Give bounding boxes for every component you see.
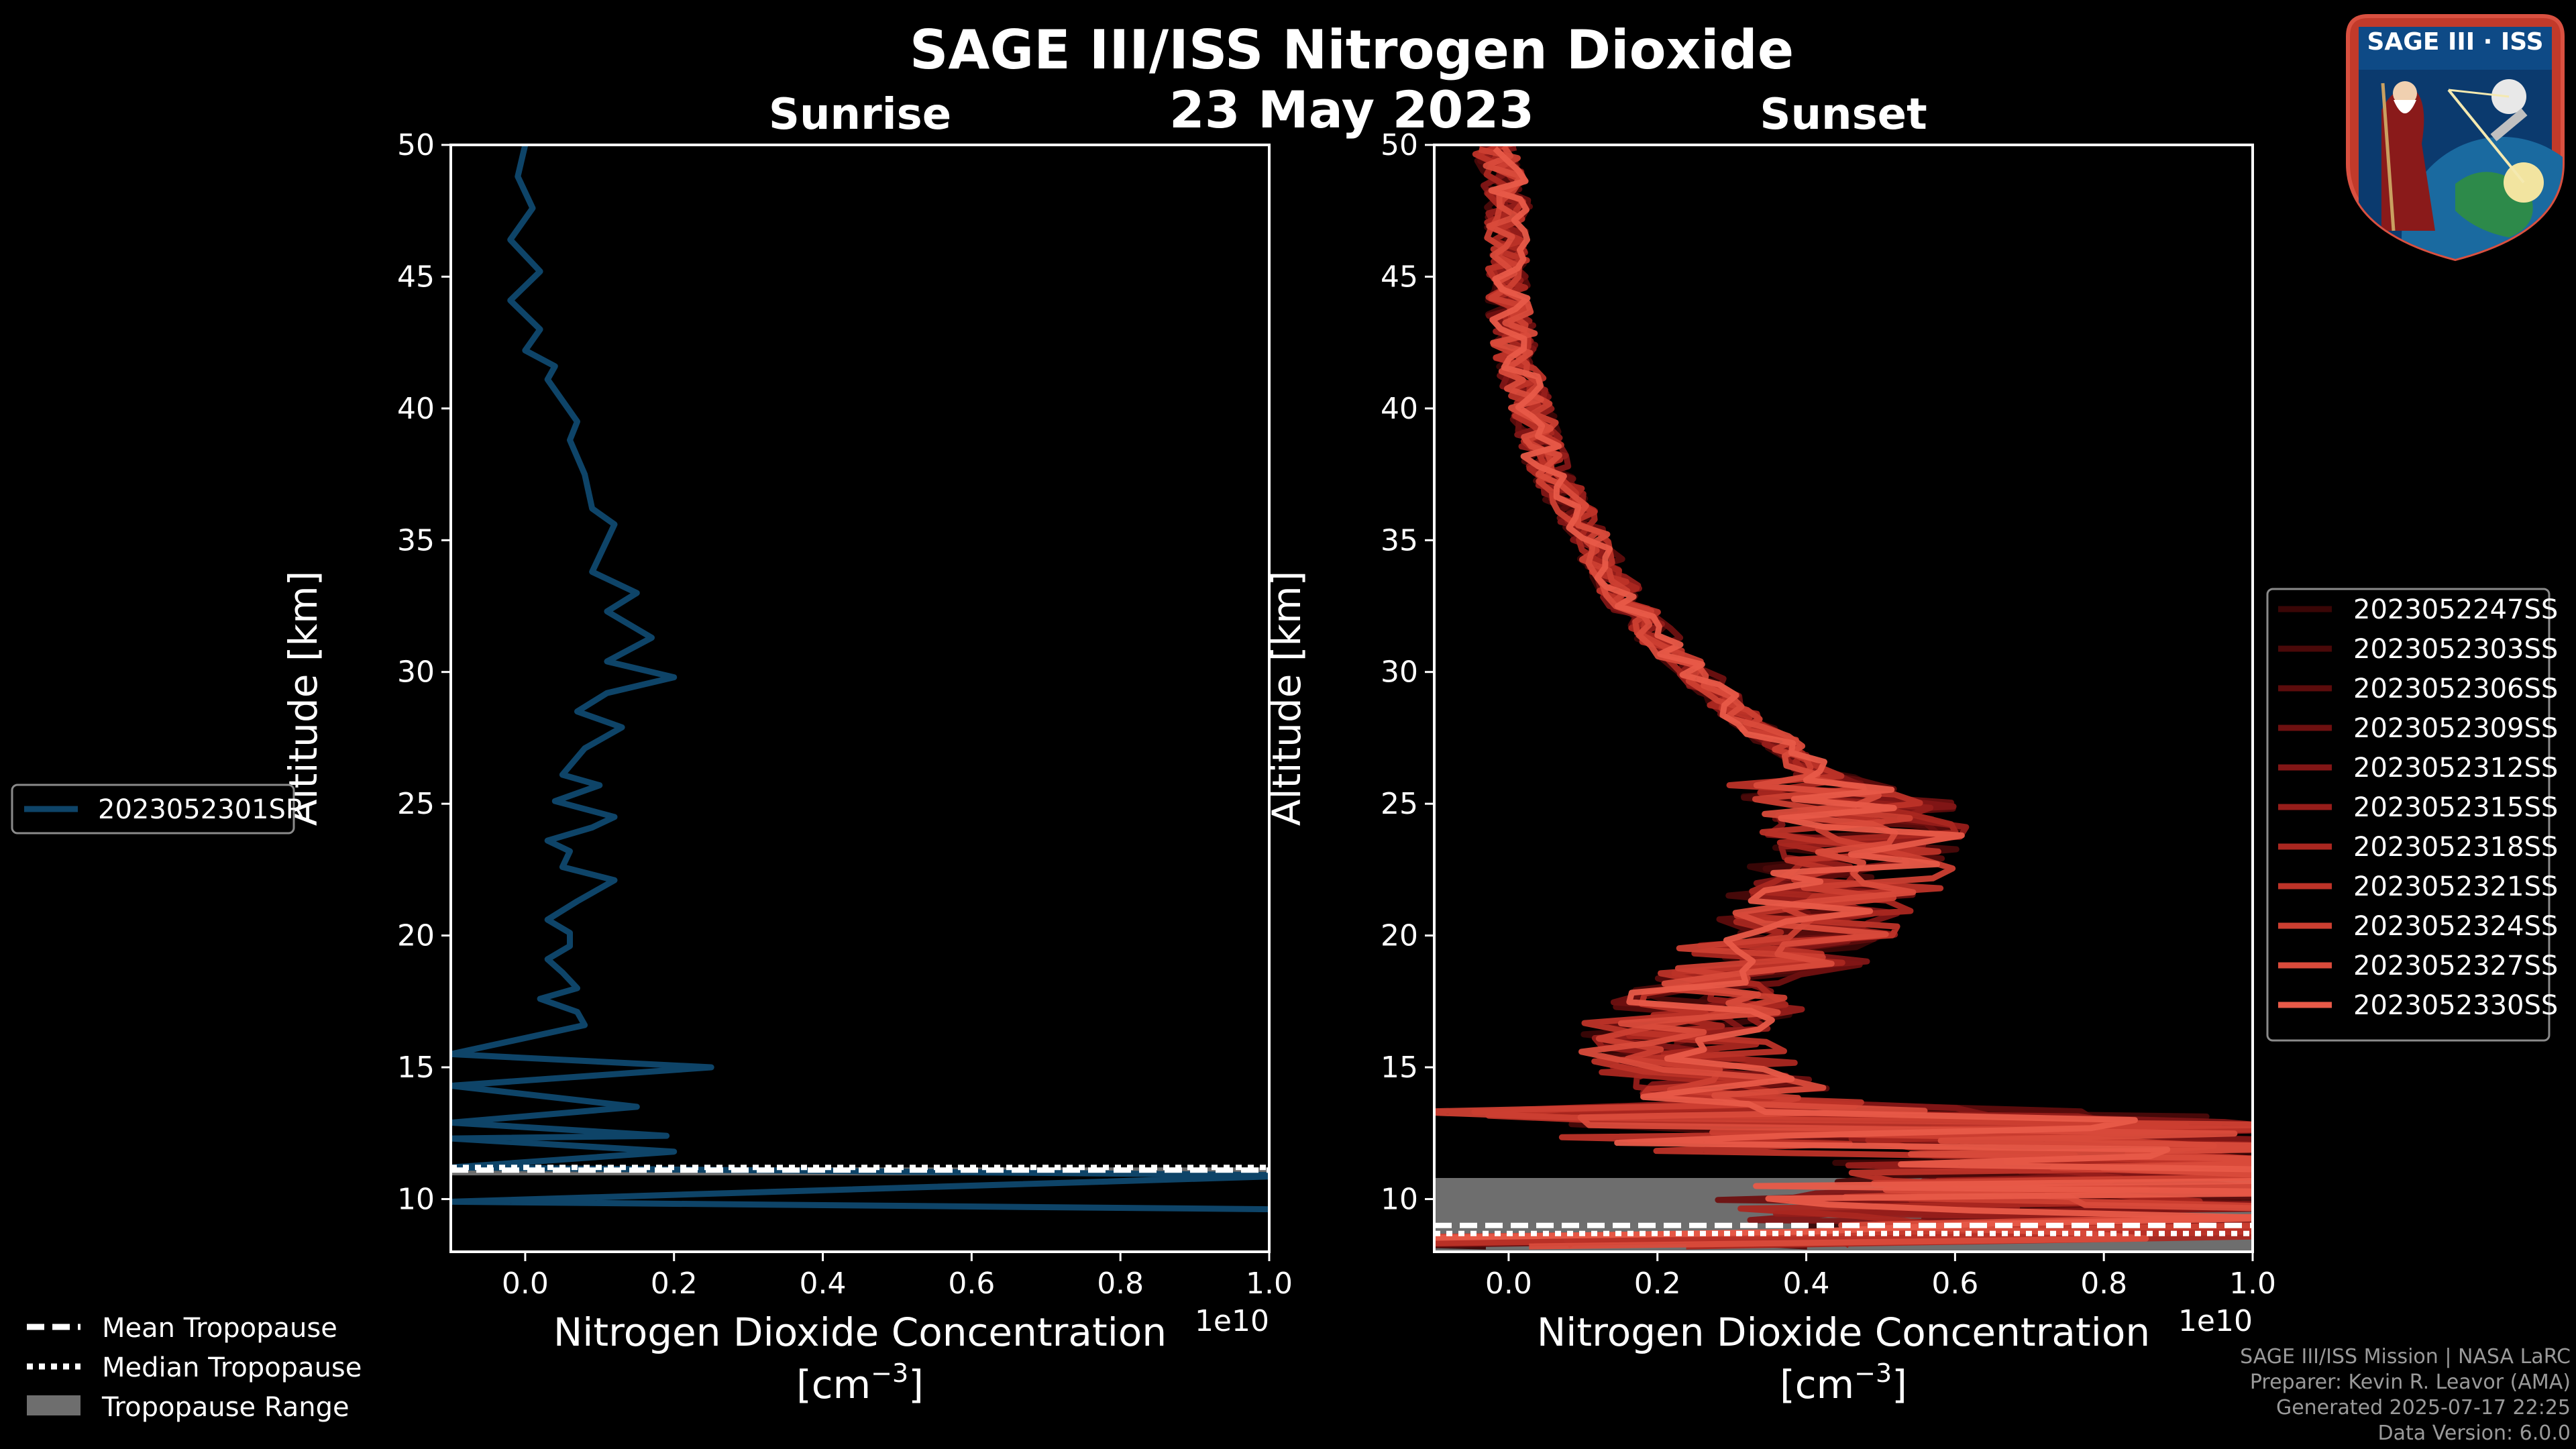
sunset-x-tick-label: 0.8: [2080, 1267, 2127, 1301]
sunrise-axes-frame: [449, 144, 1271, 1253]
logo-earth-icon: [2402, 137, 2563, 259]
sunset-x-axis-units-base: [cm: [1780, 1362, 1854, 1407]
figure-subtitle: 23 May 2023: [1169, 80, 1534, 140]
sunset-legend-box: [2266, 588, 2551, 1042]
logo-iss-icon: [2490, 108, 2528, 142]
sunrise-y-tick-label: 30: [397, 655, 435, 690]
sunset-legend-label: 2023052327SS: [2353, 951, 2558, 981]
sunrise-x-tick-label: 0.6: [948, 1267, 995, 1301]
sunset-legend: 2023052247SS 2023052303SS 2023052306SS 2023…: [2266, 588, 2558, 1042]
sunset-x-tick-label: 0.0: [1485, 1267, 1532, 1301]
sunset-x-tick-label: 0.4: [1783, 1267, 1830, 1301]
sunset-legend-label: 2023052312SS: [2353, 753, 2558, 784]
sunset-y-tick-label: 30: [1381, 655, 1418, 690]
sunrise-x-tick-label: 1.0: [1246, 1267, 1293, 1301]
sunrise-x-axis-units-close: ]: [908, 1362, 924, 1407]
sunset-axes-frame: [1433, 144, 2254, 1253]
footer-generated-line: Generated 2025-07-17 22:25: [2275, 1396, 2571, 1419]
sunset-legend-label: 2023052303SS: [2353, 634, 2558, 665]
sunrise-y-tick-label: 40: [397, 392, 435, 426]
sunset-legend-label: 2023052247SS: [2353, 594, 2558, 625]
sunset-legend-label: 2023052324SS: [2353, 911, 2558, 942]
sunset-x-axis-label: Nitrogen Dioxide Concentration: [1537, 1309, 2150, 1355]
sunset-x-offset-label: 1e10: [2178, 1304, 2253, 1338]
sunset-y-tick-label: 25: [1381, 787, 1418, 821]
sunrise-legend: 2023052301SR: [11, 784, 305, 835]
sunrise-panel: 0.0 0.2 0.4 0.6 0.8 1.0 10 15 20 25 30 35 40 45 50 1e10…: [280, 90, 1293, 1407]
sunset-y-tick-label: 40: [1381, 392, 1418, 426]
sunset-y-tick-label: 35: [1381, 523, 1418, 557]
sunrise-x-tick-label: 0.2: [651, 1267, 698, 1301]
tropopause-legend: Mean Tropopause Median Tropopause Tropop…: [27, 1313, 362, 1423]
sunset-panel-title: Sunset: [1760, 90, 1927, 140]
sunset-y-tick-label: 50: [1381, 128, 1418, 162]
sunset-y-tick-label: 20: [1381, 919, 1418, 953]
sunrise-y-tick-label: 20: [397, 919, 435, 953]
footer-mission-line: SAGE III/ISS Mission | NASA LaRC: [2240, 1345, 2571, 1368]
sunset-x-axis-units-close: ]: [1892, 1362, 1907, 1407]
sunrise-plot-area: [451, 145, 1269, 1213]
sunrise-y-tick-label: 50: [397, 128, 435, 162]
sunrise-panel-title: Sunrise: [769, 90, 951, 140]
sage-iii-iss-mission-logo: SAGE III · ISS: [2346, 14, 2565, 262]
sunrise-x-axis-units: [cm−3]: [796, 1358, 924, 1407]
sunset-legend-label: 2023052315SS: [2353, 792, 2558, 823]
tropopause-range-legend-label: Tropopause Range: [101, 1392, 350, 1423]
median-tropopause-legend-label: Median Tropopause: [102, 1352, 362, 1383]
logo-figure-icon: [2381, 89, 2435, 231]
sunrise-x-axis-label: Nitrogen Dioxide Concentration: [553, 1309, 1167, 1355]
sunset-legend-label: 2023052309SS: [2353, 713, 2558, 744]
sunrise-y-tick-label: 35: [397, 523, 435, 557]
sunset-plot-area: [1434, 145, 2253, 1252]
sunset-y-tick-label: 15: [1381, 1051, 1418, 1085]
sunrise-legend-box: [11, 784, 295, 835]
sunrise-x-axis-units-exponent: −3: [871, 1358, 908, 1388]
series-line-2023052301SR: [451, 145, 1269, 1213]
sunset-x-tick-label: 0.6: [1931, 1267, 1978, 1301]
sunset-panel: 0.0 0.2 0.4 0.6 0.8 1.0 10 15 20 25 30 35 40 45 50 1e10…: [1264, 90, 2276, 1407]
sunrise-y-axis-label: Altitude [km]: [280, 571, 326, 826]
series-line-2023052327SS: [1483, 145, 2253, 1250]
logo-badge-text: SAGE III · ISS: [2367, 28, 2543, 56]
sunset-legend-label: 2023052306SS: [2353, 674, 2558, 704]
sunset-x-axis-units: [cm−3]: [1780, 1358, 1907, 1407]
sunset-x-tick-label: 0.2: [1634, 1267, 1681, 1301]
sunset-legend-label: 2023052330SS: [2353, 990, 2558, 1021]
sunrise-x-offset-label: 1e10: [1195, 1304, 1269, 1338]
sunrise-legend-label: 2023052301SR: [98, 794, 305, 825]
sunrise-y-tick-label: 15: [397, 1051, 435, 1085]
tropopause-range-legend-swatch: [27, 1395, 80, 1415]
mean-tropopause-legend-label: Mean Tropopause: [102, 1313, 337, 1344]
sunrise-y-tick-label: 10: [397, 1182, 435, 1216]
footer-version-line: Data Version: 6.0.0: [2377, 1421, 2571, 1445]
series-line-2023052330SS: [1434, 146, 2253, 1241]
sunrise-y-tick-label: 25: [397, 787, 435, 821]
sunrise-x-tick-label: 0.0: [502, 1267, 549, 1301]
sunrise-x-tick-label: 0.4: [800, 1267, 847, 1301]
sunset-x-tick-label: 1.0: [2229, 1267, 2276, 1301]
sunrise-x-axis-units-base: [cm: [796, 1362, 871, 1407]
sunset-legend-label: 2023052318SS: [2353, 832, 2558, 863]
sunset-x-axis-units-exponent: −3: [1854, 1358, 1892, 1388]
sunrise-y-tick-label: 45: [397, 260, 435, 294]
sunset-y-axis-label: Altitude [km]: [1264, 571, 1309, 826]
sunset-legend-label: 2023052321SS: [2353, 871, 2558, 902]
figure-title: SAGE III/ISS Nitrogen Dioxide: [910, 19, 1794, 81]
sunrise-x-tick-label: 0.8: [1097, 1267, 1144, 1301]
sunset-y-tick-label: 45: [1381, 260, 1418, 294]
footer-preparer-line: Preparer: Kevin R. Leavor (AMA): [2249, 1371, 2571, 1394]
sunset-y-tick-label: 10: [1381, 1182, 1418, 1216]
figure-footer: SAGE III/ISS Mission | NASA LaRC Prepare…: [2240, 1344, 2571, 1446]
